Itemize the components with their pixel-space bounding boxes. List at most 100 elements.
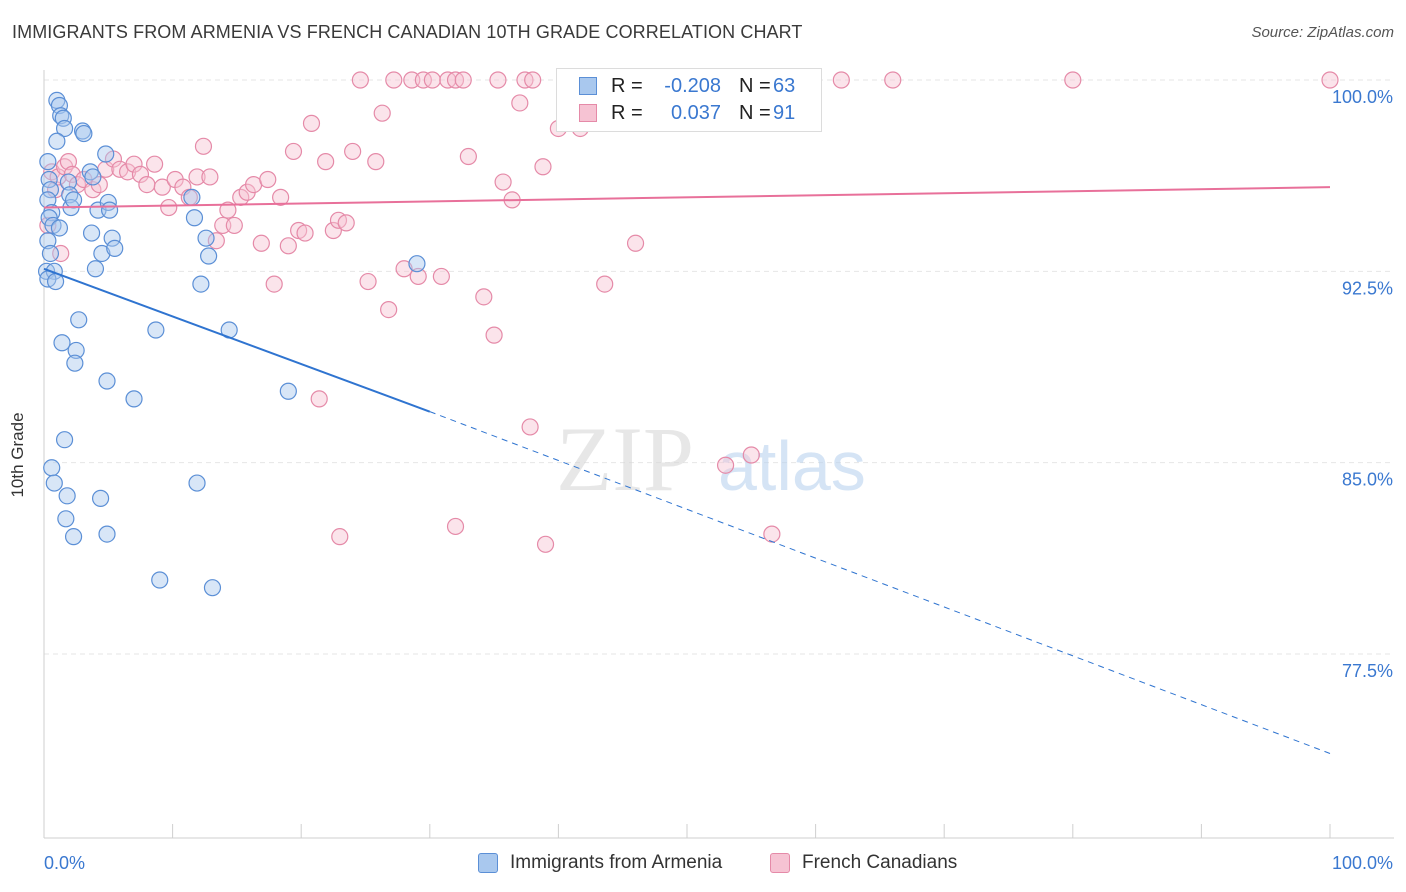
data-point-french — [153, 178, 171, 196]
series-french-canadians — [39, 71, 1339, 553]
data-point-french — [596, 275, 614, 293]
data-point-french — [485, 326, 503, 344]
data-point-french — [1321, 71, 1339, 89]
legend-n-label: N = — [739, 74, 771, 97]
data-point-french — [337, 214, 355, 232]
data-point-french — [259, 170, 277, 189]
data-point-french — [536, 535, 555, 553]
data-point-french — [395, 260, 413, 278]
data-point-armenia — [43, 459, 61, 477]
data-point-french — [489, 71, 507, 89]
legend-n-value: 63 — [773, 74, 796, 97]
legend-item-french[interactable]: French Canadians — [770, 852, 957, 874]
data-point-armenia — [58, 487, 76, 505]
data-point-french — [145, 155, 164, 173]
data-point-french — [380, 301, 398, 319]
data-point-armenia — [82, 224, 101, 242]
data-point-french — [626, 234, 645, 252]
data-point-armenia — [50, 219, 69, 237]
legend-r-value: 0.037 — [670, 101, 721, 124]
watermark-zip: ZIP — [556, 408, 694, 510]
data-point-armenia — [200, 247, 218, 265]
data-point-french — [373, 104, 391, 122]
data-point-armenia — [66, 354, 84, 372]
legend-swatch-blue — [478, 853, 498, 873]
data-point-french — [832, 71, 850, 89]
data-point-armenia — [41, 244, 60, 263]
legend-item-armenia[interactable]: Immigrants from Armenia — [478, 852, 722, 874]
x-tick-label: 100.0% — [1332, 853, 1393, 873]
legend-label-french: French Canadians — [802, 852, 958, 873]
data-point-armenia — [45, 474, 63, 492]
data-point-armenia — [91, 489, 110, 507]
data-point-armenia — [147, 321, 165, 339]
legend-label-armenia: Immigrants from Armenia — [510, 852, 723, 873]
trend-line-french — [43, 186, 1331, 209]
data-point-french — [409, 267, 427, 286]
data-point-french — [131, 165, 150, 183]
data-point-armenia — [197, 229, 215, 247]
data-point-french — [317, 153, 335, 171]
data-point-armenia — [48, 132, 66, 150]
data-point-armenia — [192, 275, 210, 293]
data-point-french — [459, 147, 477, 166]
data-point-french — [494, 173, 512, 191]
data-point-french — [1064, 71, 1082, 89]
data-point-french — [160, 198, 178, 217]
data-point-armenia — [57, 510, 75, 528]
y-tick-label: 100.0% — [1332, 87, 1393, 107]
data-point-french — [279, 237, 297, 255]
data-point-armenia — [64, 191, 83, 209]
data-point-armenia — [84, 168, 102, 186]
watermark: ZIP atlas — [556, 408, 866, 510]
data-point-armenia — [55, 119, 74, 138]
data-point-french — [351, 71, 369, 89]
y-tick-label: 85.0% — [1342, 470, 1393, 490]
data-point-armenia — [93, 244, 111, 263]
data-point-french — [219, 201, 237, 219]
data-point-french — [296, 224, 314, 242]
data-point-french — [716, 456, 735, 474]
data-point-french — [524, 71, 542, 89]
legend-row-armenia: R = -0.208 N = 63 — [579, 73, 795, 99]
data-point-french — [884, 71, 902, 89]
data-point-armenia — [59, 173, 78, 191]
data-point-french — [454, 71, 472, 89]
data-point-armenia — [97, 145, 115, 163]
data-point-armenia — [188, 474, 206, 492]
data-point-french — [310, 390, 328, 408]
watermark-atlas: atlas — [718, 427, 866, 505]
data-point-armenia — [100, 201, 119, 219]
tick-labels: 77.5% 85.0% 92.5% 100.0% 0.0% 100.0% — [44, 87, 1393, 873]
data-point-armenia — [408, 255, 426, 273]
data-point-armenia — [55, 431, 74, 449]
data-point-french — [534, 158, 552, 176]
data-point-armenia — [67, 341, 85, 360]
axes — [43, 70, 1394, 839]
data-point-french — [265, 275, 283, 293]
data-point-french — [331, 528, 349, 546]
data-point-armenia — [98, 525, 116, 543]
legend-n-value: 91 — [773, 101, 796, 124]
data-point-armenia — [185, 209, 204, 227]
data-point-armenia — [70, 311, 88, 329]
data-point-french — [125, 155, 143, 173]
data-point-armenia — [106, 239, 124, 257]
series-legend: Immigrants from Armenia French Canadians — [0, 852, 1406, 876]
data-point-armenia — [52, 107, 70, 125]
data-point-armenia — [75, 124, 93, 143]
trend-line-armenia-extrapolated — [429, 411, 1331, 754]
data-point-french — [252, 234, 270, 252]
gridlines — [44, 79, 1394, 655]
data-point-armenia — [103, 229, 121, 247]
correlation-legend: R = -0.208 N = 63 R = 0.037 N = 91 — [556, 68, 822, 132]
data-point-french — [742, 446, 760, 464]
data-point-french — [59, 153, 78, 171]
data-point-french — [367, 153, 385, 171]
legend-swatch-blue — [579, 77, 597, 95]
y-tick-label: 77.5% — [1342, 661, 1393, 681]
trend-line-armenia — [43, 267, 431, 413]
data-point-armenia — [125, 390, 143, 408]
y-tick-label: 92.5% — [1342, 278, 1393, 298]
